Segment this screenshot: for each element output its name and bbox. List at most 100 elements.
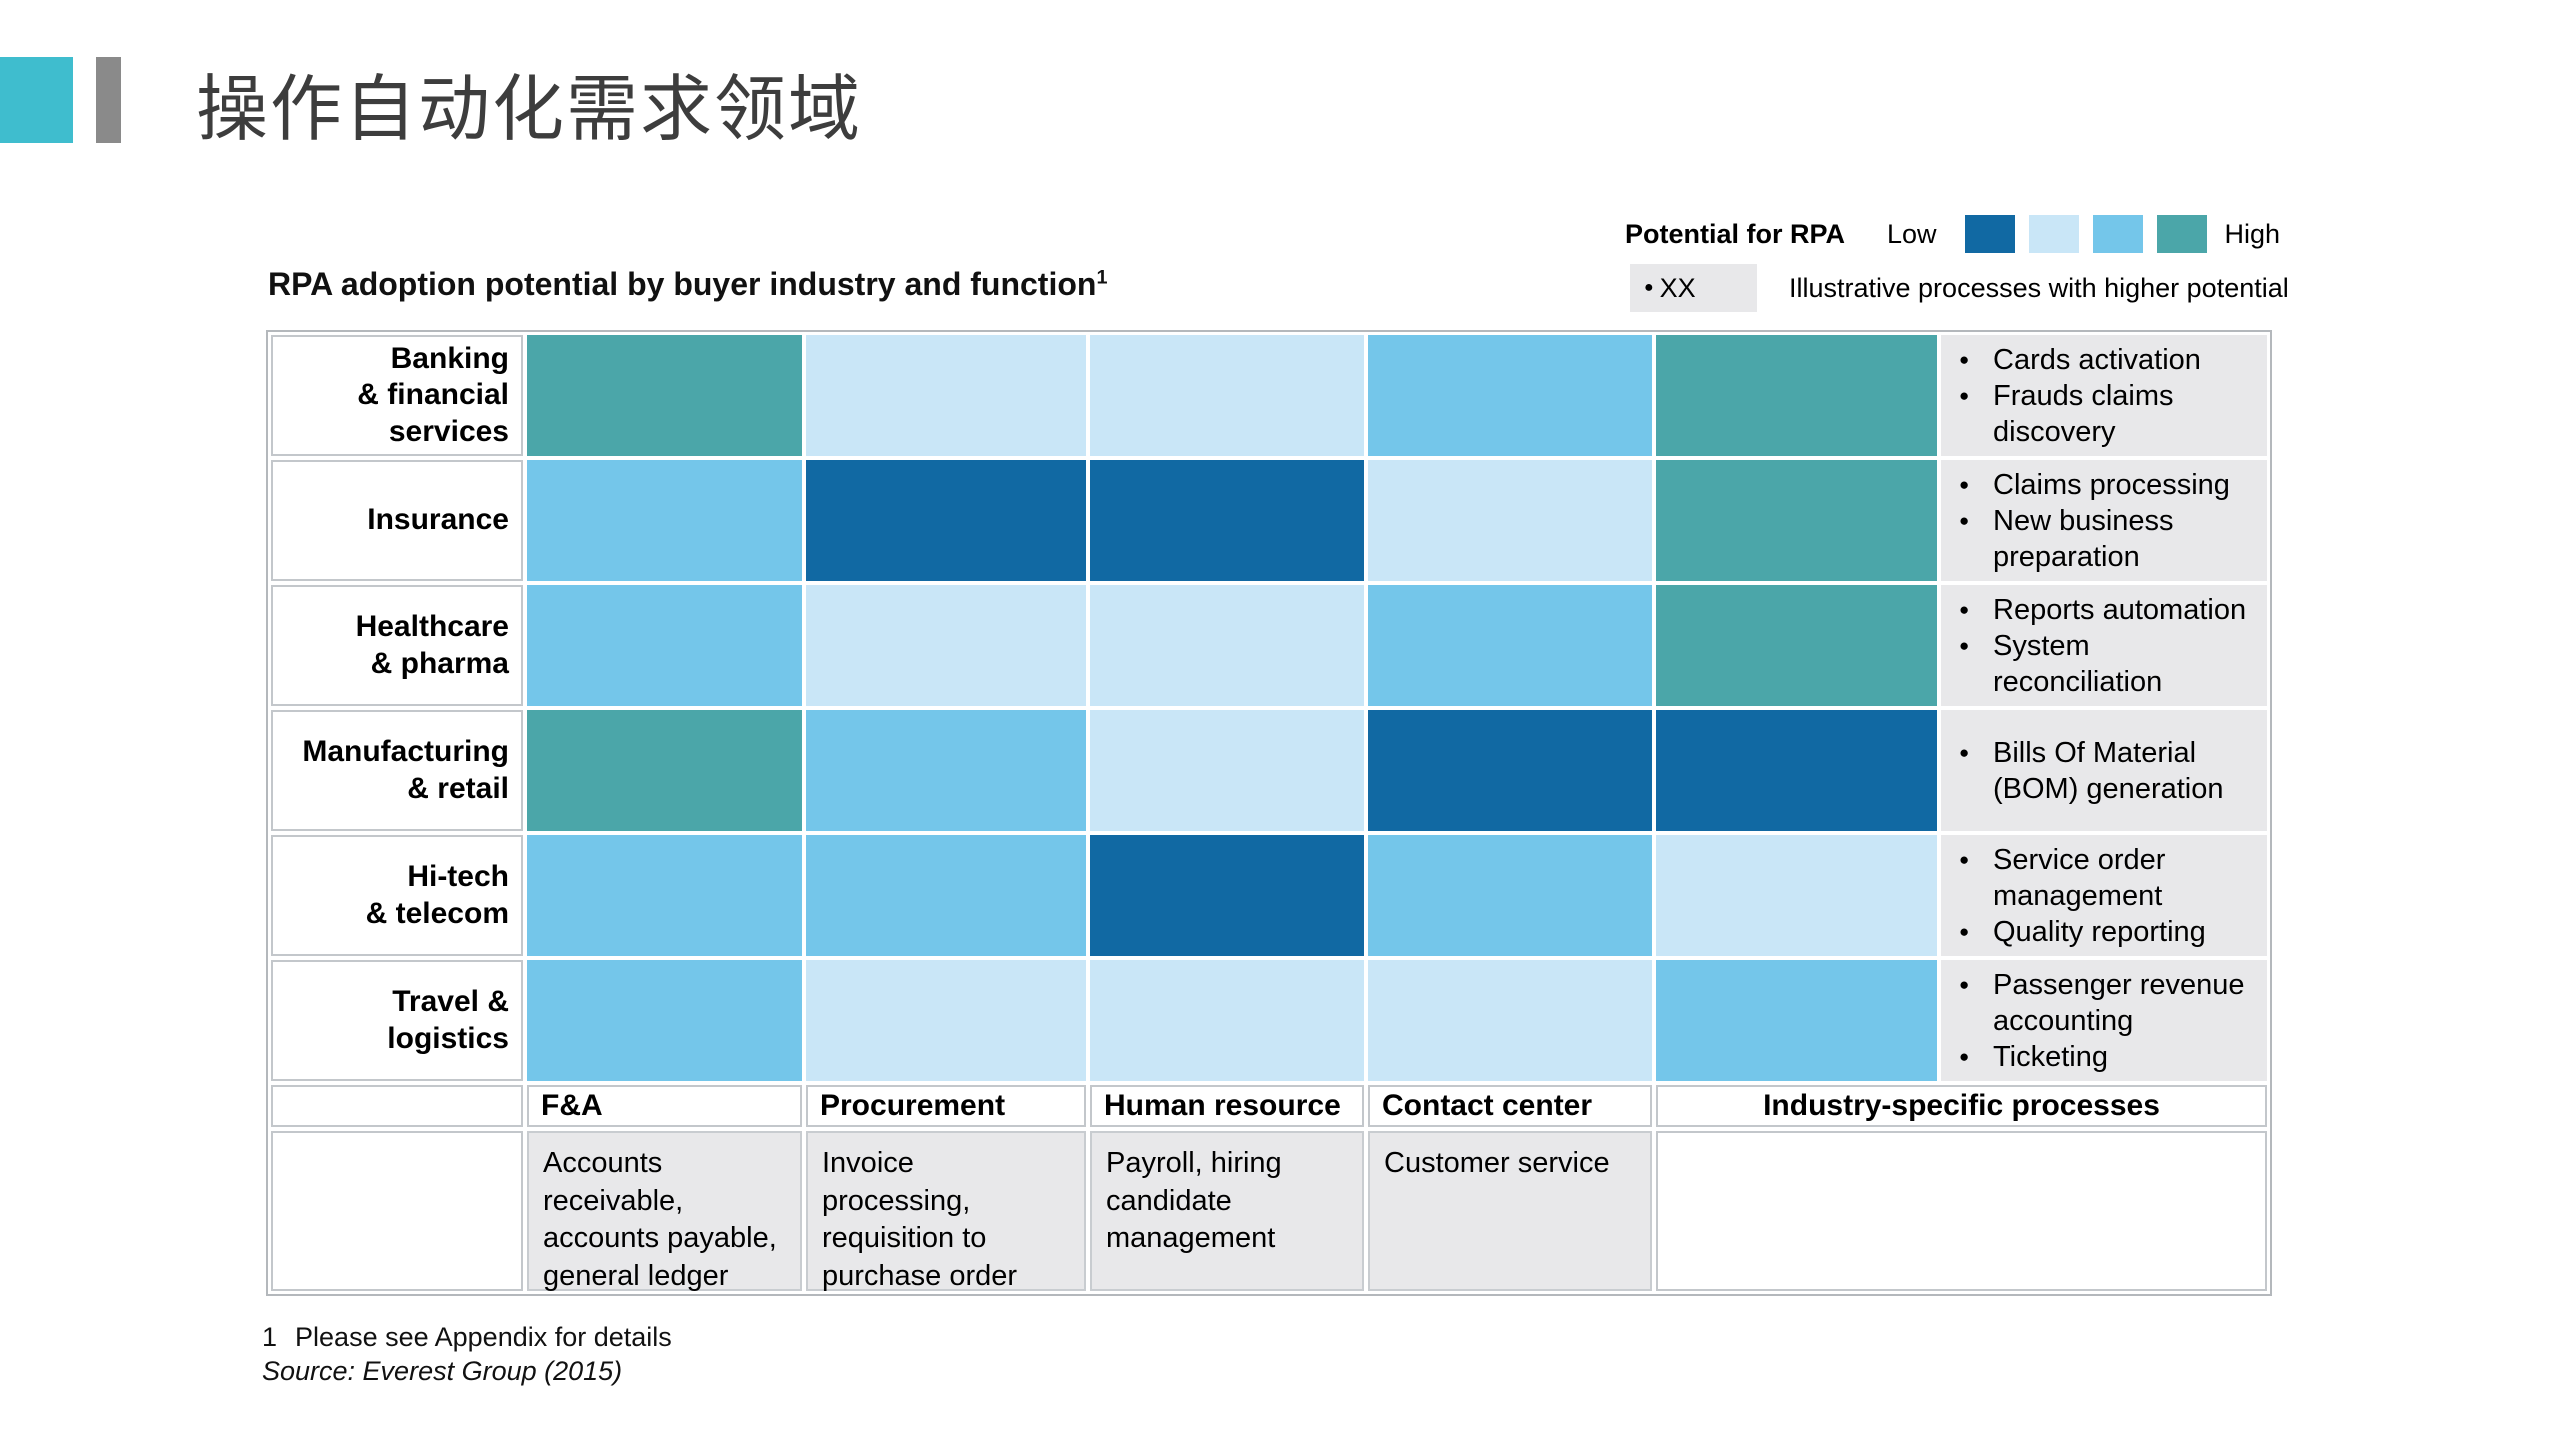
heat-cell-hi-tech-telecom-c1 <box>527 835 802 956</box>
process-label: Frauds claims discovery <box>1993 379 2174 448</box>
title-accent-teal-square <box>0 57 73 143</box>
bullet-icon: ● <box>1959 510 1970 530</box>
bullet-icon: ● <box>1959 635 1970 655</box>
row-label-hi-tech-telecom: Hi-tech & telecom <box>271 835 523 956</box>
heat-cell-insurance-c1 <box>527 460 802 581</box>
row-label-banking-financial-services: Banking & financial services <box>271 335 523 456</box>
process-bullet-item: ● Cards activation <box>1953 342 2261 378</box>
heat-cell-banking-financial-services-c4 <box>1368 335 1652 456</box>
column-description-human-resource: Payroll, hiring candidate management <box>1090 1131 1364 1291</box>
heat-cell-manufacturing-retail-c4 <box>1368 710 1652 831</box>
heat-cell-healthcare-pharma-c2 <box>806 585 1086 706</box>
column-header-industry-specific-processes: Industry-specific processes <box>1656 1085 2267 1127</box>
process-label: Quality reporting <box>1993 915 2206 948</box>
chart-title: RPA adoption potential by buyer industry… <box>268 266 1107 303</box>
column-header-f-a: F&A <box>527 1085 802 1127</box>
bullet-icon: ● <box>1959 974 1970 994</box>
row-label-healthcare-pharma: Healthcare & pharma <box>271 585 523 706</box>
processes-banking-financial-services: ● Cards activation ● Frauds claims discover… <box>1941 335 2267 456</box>
process-label: System reconciliation <box>1993 629 2163 698</box>
process-bullet-item: ● Reports automation <box>1953 592 2261 628</box>
heat-cell-hi-tech-telecom-c4 <box>1368 835 1652 956</box>
process-bullet-item: ● Claims processing <box>1953 467 2261 503</box>
heat-cell-healthcare-pharma-c5 <box>1656 585 1937 706</box>
row-label-travel-logistics: Travel & logistics <box>271 960 523 1081</box>
heat-cell-healthcare-pharma-c4 <box>1368 585 1652 706</box>
heat-cell-travel-logistics-c3 <box>1090 960 1364 1081</box>
column-description-procurement: Invoice processing, requisition to purch… <box>806 1131 1086 1292</box>
bullet-icon: ● <box>1959 474 1970 494</box>
heat-cell-manufacturing-retail-c2 <box>806 710 1086 831</box>
process-bullet-item: ● Passenger revenue accounting <box>1953 967 2261 1039</box>
process-label: Bills Of Material (BOM) generation <box>1993 736 2224 805</box>
legend-swatch-1 <box>1964 215 2015 253</box>
process-bullet-item: ● Quality reporting <box>1953 914 2261 950</box>
source-line: Source: Everest Group (2015) <box>262 1356 623 1386</box>
process-bullet-item: ● Frauds claims discovery <box>1953 378 2261 450</box>
process-label: Claims processing <box>1993 468 2230 501</box>
bullet-icon: ● <box>1959 385 1970 405</box>
bullet-icon: ● <box>1959 1046 1970 1066</box>
description-row-blank-cell <box>271 1131 523 1291</box>
rpa-potential-legend: Potential for RPA Low High <box>1625 212 2280 256</box>
process-label: Reports automation <box>1993 593 2247 626</box>
legend-marker-note: Illustrative processes with higher poten… <box>1789 272 2289 303</box>
heat-cell-insurance-c4 <box>1368 460 1652 581</box>
process-label: New business preparation <box>1993 504 2174 573</box>
chart-title-text: RPA adoption potential by buyer industry… <box>268 266 1097 302</box>
industry-specific-description-cell <box>1656 1131 2267 1291</box>
row-label-insurance: Insurance <box>271 460 523 581</box>
process-bullet-item: ● Service order management <box>1953 842 2261 914</box>
header-row-blank-cell <box>271 1085 523 1127</box>
legend-color-scale <box>1964 215 2221 253</box>
heat-cell-banking-financial-services-c5 <box>1656 335 1937 456</box>
footnote-text: Please see Appendix for details <box>295 1322 672 1352</box>
heat-cell-manufacturing-retail-c5 <box>1656 710 1937 831</box>
bullet-icon: ● <box>1959 849 1970 869</box>
processes-insurance: ● Claims processing ● New business preparat… <box>1941 460 2267 581</box>
legend-marker-box: ● XX <box>1630 264 1757 312</box>
process-label: Cards activation <box>1993 343 2201 376</box>
heat-cell-banking-financial-services-c2 <box>806 335 1086 456</box>
heat-cell-travel-logistics-c4 <box>1368 960 1652 1081</box>
process-label: Service order management <box>1993 843 2166 912</box>
column-header-procurement: Procurement <box>806 1085 1086 1127</box>
bullet-icon: ● <box>1959 349 1970 369</box>
heat-cell-hi-tech-telecom-c2 <box>806 835 1086 956</box>
process-bullet-item: ● System reconciliation <box>1953 628 2261 700</box>
legend-swatch-2 <box>2028 215 2079 253</box>
chart-title-footnote-ref: 1 <box>1096 266 1108 289</box>
footnote-line: 1 Please see Appendix for details <box>262 1322 672 1353</box>
heat-cell-healthcare-pharma-c3 <box>1090 585 1364 706</box>
heat-cell-insurance-c3 <box>1090 460 1364 581</box>
bullet-icon: ● <box>1959 742 1970 762</box>
heat-cell-banking-financial-services-c3 <box>1090 335 1364 456</box>
heat-cell-travel-logistics-c1 <box>527 960 802 1081</box>
footnote-number: 1 <box>262 1322 278 1352</box>
processes-travel-logistics: ● Passenger revenue accounting ● Ticketing <box>1941 960 2267 1081</box>
rpa-heatmap-table: Banking & financial services ● Cards activat… <box>266 330 2272 1296</box>
process-bullet-item: ● Ticketing <box>1953 1039 2261 1075</box>
legend-low-label: Low <box>1887 218 1937 249</box>
page-title: 操作自动化需求领域 <box>196 69 863 150</box>
column-description-f-a: Accounts receivable, accounts payable, g… <box>527 1131 802 1292</box>
legend-marker-label: XX <box>1659 272 1696 303</box>
heat-cell-healthcare-pharma-c1 <box>527 585 802 706</box>
legend-swatch-4 <box>2156 215 2207 253</box>
bullet-icon: ● <box>1959 599 1970 619</box>
process-label: Passenger revenue accounting <box>1993 968 2245 1037</box>
legend-high-label: High <box>2224 218 2281 249</box>
column-header-contact-center: Contact center <box>1368 1085 1652 1127</box>
heat-cell-manufacturing-retail-c1 <box>527 710 802 831</box>
processes-healthcare-pharma: ● Reports automation ● System reconciliatio… <box>1941 585 2267 706</box>
heat-cell-travel-logistics-c5 <box>1656 960 1937 1081</box>
heat-cell-hi-tech-telecom-c3 <box>1090 835 1364 956</box>
legend-swatch-3 <box>2092 215 2143 253</box>
bullet-icon: ● <box>1644 279 1654 296</box>
processes-hi-tech-telecom: ● Service order management ● Quality report… <box>1941 835 2267 956</box>
legend-marker-row: ● XX Illustrative processes with higher … <box>1630 264 2289 312</box>
processes-manufacturing-retail: ● Bills Of Material (BOM) generation <box>1941 710 2267 831</box>
heat-cell-hi-tech-telecom-c5 <box>1656 835 1937 956</box>
bullet-icon: ● <box>1959 921 1970 941</box>
process-label: Ticketing <box>1993 1040 2108 1073</box>
